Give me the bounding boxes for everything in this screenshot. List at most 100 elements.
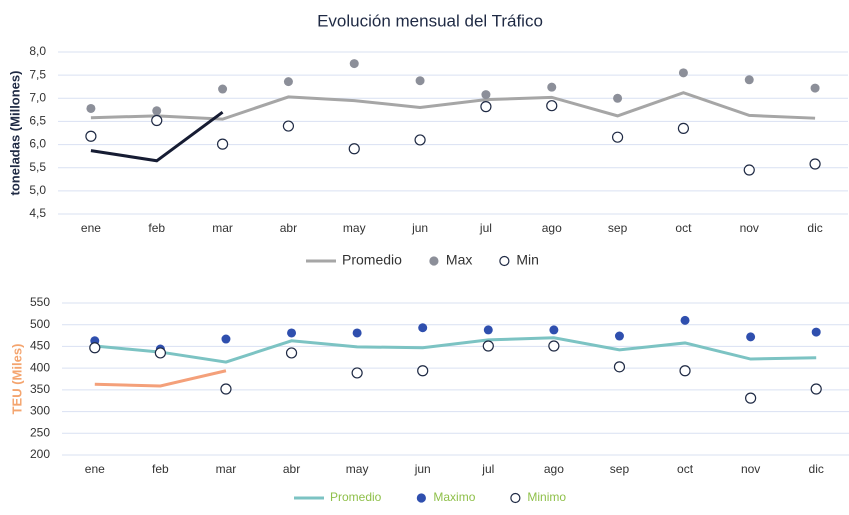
series-line <box>94 369 227 388</box>
y-tick-label: 550 <box>30 295 50 309</box>
point <box>745 392 757 404</box>
x-tick-label: feb <box>152 462 169 476</box>
series-line <box>90 110 224 163</box>
point <box>810 83 820 93</box>
point <box>414 134 426 146</box>
y-tick-label: 5,5 <box>29 160 46 174</box>
point <box>613 93 623 103</box>
point <box>480 101 492 113</box>
x-tick-label: oct <box>677 462 694 476</box>
point <box>611 131 624 143</box>
point <box>349 59 359 69</box>
point <box>546 100 558 112</box>
y-tick-label: 8,0 <box>29 44 46 58</box>
point <box>418 323 428 333</box>
y-tick-label: 450 <box>30 339 50 353</box>
x-tick-label: may <box>346 462 369 476</box>
x-tick-label: ago <box>542 221 562 235</box>
x-tick-label: ene <box>85 462 105 476</box>
x-tick-label: jul <box>479 221 492 235</box>
y-tick-label: 6,5 <box>29 114 46 128</box>
y-tick-label: 5,0 <box>29 183 46 197</box>
y-axis-label: TEU (Miles) <box>9 344 24 415</box>
x-tick-label: ago <box>544 462 564 476</box>
legend-label: Promedio <box>342 252 402 268</box>
x-tick-label: mar <box>212 221 233 235</box>
point <box>351 367 363 379</box>
y-tick-label: 6,0 <box>29 137 46 151</box>
point <box>151 114 163 127</box>
point <box>216 138 229 150</box>
x-tick-label: mar <box>216 462 237 476</box>
y-tick-label: 250 <box>30 425 50 439</box>
point <box>283 77 293 87</box>
y-axis-label: toneladas (Millones) <box>7 71 22 196</box>
legend-label: Min <box>516 252 539 268</box>
legend-label: Maximo <box>433 490 475 504</box>
point <box>220 383 232 395</box>
point <box>613 361 626 373</box>
x-tick-label: sep <box>610 462 630 476</box>
point <box>679 365 691 377</box>
point <box>89 342 101 354</box>
point <box>348 143 360 155</box>
x-tick-label: jun <box>411 221 428 235</box>
y-tick-label: 500 <box>30 317 50 331</box>
point <box>746 332 756 342</box>
legend-label: Minimo <box>527 490 566 504</box>
legend-swatch <box>429 256 439 266</box>
chart-title: Evolución mensual del Tráfico <box>317 11 543 30</box>
point <box>417 365 429 377</box>
y-tick-label: 400 <box>30 360 50 374</box>
x-tick-label: feb <box>148 221 165 235</box>
legend-swatch <box>510 492 521 504</box>
point <box>154 347 166 359</box>
x-tick-label: abr <box>283 462 300 476</box>
point <box>810 383 822 395</box>
point <box>221 334 231 344</box>
x-tick-label: sep <box>608 221 628 235</box>
point <box>811 327 821 337</box>
y-tick-label: 300 <box>30 404 50 418</box>
point <box>680 315 690 325</box>
point <box>481 90 491 100</box>
point <box>548 340 560 352</box>
point <box>287 328 297 338</box>
point <box>744 75 754 85</box>
x-tick-label: ene <box>81 221 101 235</box>
y-tick-label: 4,5 <box>29 206 46 220</box>
x-tick-label: abr <box>280 221 297 235</box>
point <box>482 340 494 352</box>
point <box>549 325 559 335</box>
y-tick-label: 7,0 <box>29 90 46 104</box>
x-tick-label: may <box>343 221 366 235</box>
point <box>85 130 97 142</box>
x-tick-label: jul <box>481 462 494 476</box>
point <box>614 331 624 341</box>
series-line <box>94 336 817 364</box>
point <box>285 347 298 359</box>
y-tick-label: 7,5 <box>29 67 46 81</box>
y-tick-label: 200 <box>30 447 50 461</box>
point <box>415 76 425 86</box>
point <box>678 68 688 78</box>
point <box>483 325 493 335</box>
point <box>218 84 228 94</box>
point <box>547 82 557 92</box>
x-tick-label: dic <box>809 462 824 476</box>
point <box>743 164 755 176</box>
x-tick-label: nov <box>740 221 759 235</box>
x-tick-label: oct <box>675 221 692 235</box>
y-tick-label: 350 <box>30 382 50 396</box>
x-tick-label: jun <box>414 462 431 476</box>
x-tick-label: nov <box>741 462 760 476</box>
point <box>86 103 96 113</box>
legend-label: Max <box>446 252 472 268</box>
point <box>809 158 821 170</box>
legend-swatch <box>499 255 510 267</box>
legend-swatch <box>416 493 426 503</box>
series-line <box>90 91 816 121</box>
x-tick-label: dic <box>807 221 822 235</box>
point <box>352 328 362 338</box>
